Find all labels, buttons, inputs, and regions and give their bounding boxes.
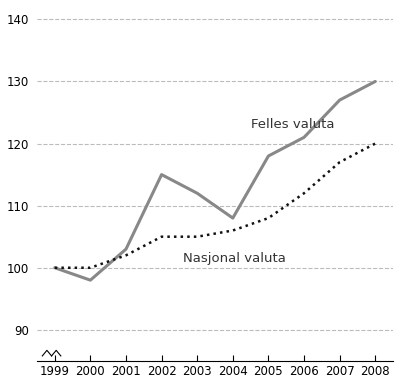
Text: Nasjonal valuta: Nasjonal valuta xyxy=(183,252,286,264)
Text: Felles valuta: Felles valuta xyxy=(251,118,334,131)
